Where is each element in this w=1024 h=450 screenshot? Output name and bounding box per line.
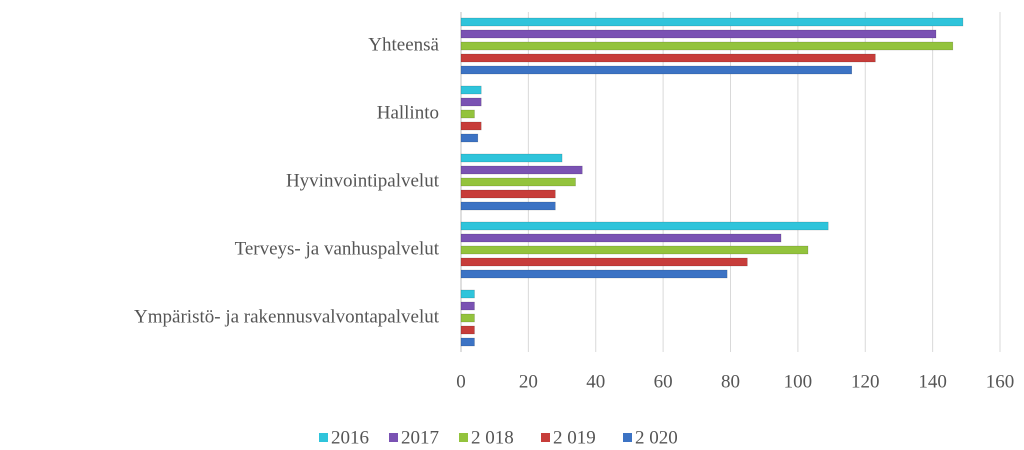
x-tick-label: 60: [654, 371, 673, 392]
bar: [460, 165, 583, 175]
y-tick-label: Terveys- ja vanhuspalvelut: [235, 238, 440, 259]
bar: [460, 177, 576, 187]
x-tick-label: 100: [784, 371, 813, 392]
y-tick-label: Hallinto: [377, 102, 439, 123]
bar: [460, 289, 475, 299]
legend-label: 2 019: [553, 427, 596, 448]
legend-swatch: [459, 433, 468, 442]
x-tick-label: 0: [456, 371, 466, 392]
bar: [460, 133, 479, 143]
y-tick-label: Ympäristö- ja rakennusvalvontapalvelut: [134, 306, 440, 327]
x-tick-label: 80: [721, 371, 740, 392]
legend-label: 2 020: [635, 427, 678, 448]
legend-label: 2016: [331, 427, 369, 448]
bar: [460, 233, 782, 243]
x-tick-label: 120: [851, 371, 880, 392]
legend-swatch: [319, 433, 328, 442]
bar: [460, 313, 475, 323]
x-tick-label: 40: [586, 371, 605, 392]
legend-label: 2017: [401, 427, 439, 448]
bar: [460, 29, 937, 39]
bar: [460, 97, 482, 107]
bar: [460, 201, 556, 211]
y-tick-label: Hyvinvointipalvelut: [286, 170, 440, 191]
bar: [460, 337, 475, 347]
bar: [460, 65, 853, 75]
bar: [460, 245, 809, 255]
bar: [460, 269, 728, 279]
legend-swatch: [623, 433, 632, 442]
bar: [460, 121, 482, 131]
x-tick-label: 20: [519, 371, 538, 392]
bar: [460, 153, 563, 163]
bar: [460, 325, 475, 335]
legend-swatch: [389, 433, 398, 442]
bar: [460, 85, 482, 95]
bar: [460, 53, 876, 63]
bar: [460, 189, 556, 199]
bar: [460, 17, 964, 27]
bar: [460, 221, 829, 231]
bar: [460, 41, 954, 51]
bar: [460, 257, 748, 267]
legend-label: 2 018: [471, 427, 514, 448]
legend-swatch: [541, 433, 550, 442]
x-tick-label: 160: [986, 371, 1015, 392]
bar: [460, 301, 475, 311]
x-tick-label: 140: [918, 371, 947, 392]
y-tick-label: Yhteensä: [368, 34, 439, 55]
bar: [460, 109, 475, 119]
